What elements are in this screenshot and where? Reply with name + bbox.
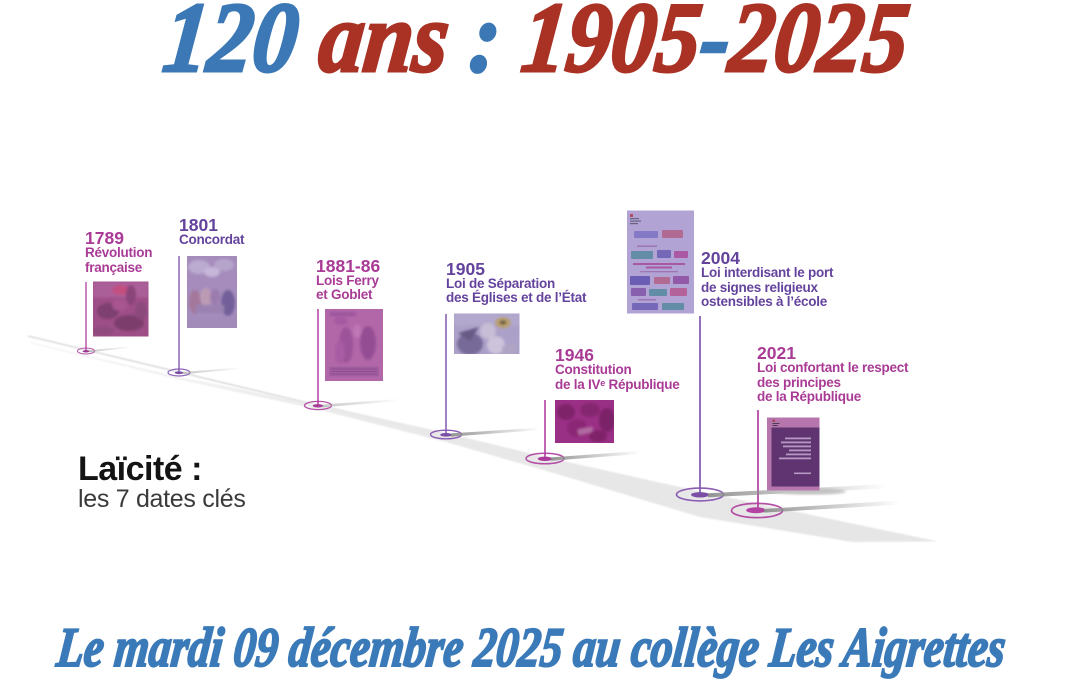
svg-text:120 ans : 1905-2025: 120 ans : 1905-2025 — [159, 0, 915, 93]
svg-text:Le mardi 09 décembre 2025 au c: Le mardi 09 décembre 2025 au collège Les… — [53, 617, 1008, 679]
